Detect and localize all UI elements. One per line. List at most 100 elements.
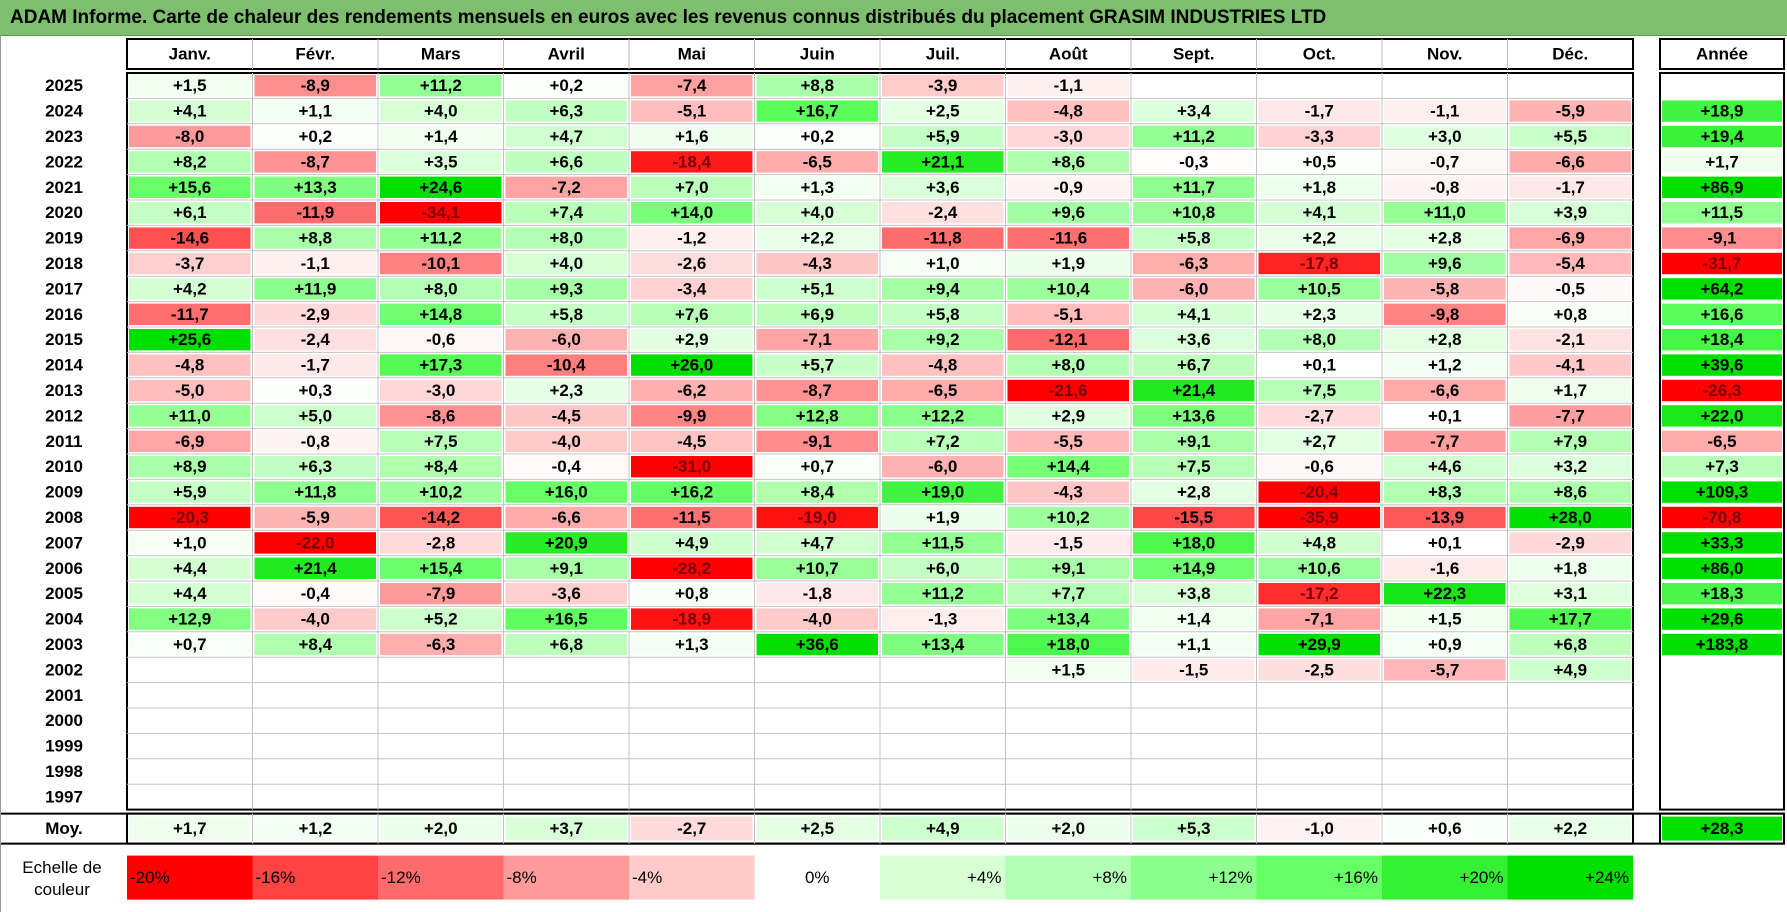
heat-cell	[1384, 659, 1506, 681]
heat-cell-value: -1,5	[1179, 660, 1208, 679]
heat-cell-value: -3,0	[1054, 127, 1083, 146]
heat-cell	[1258, 608, 1380, 630]
heat-cell	[1007, 405, 1129, 427]
average-cell	[254, 816, 376, 841]
average-cell-value: +2,2	[1553, 819, 1587, 838]
heat-cell-value: -1,7	[301, 356, 330, 375]
heat-cell	[129, 75, 251, 97]
heat-cell-value: +5,8	[926, 305, 960, 324]
heat-cell	[505, 329, 627, 351]
heat-cell	[254, 481, 376, 503]
heat-cell-value: +16,2	[670, 483, 713, 502]
annual-cell-value: +86,9	[1700, 178, 1743, 197]
heat-cell	[1384, 278, 1506, 300]
heat-cell-value: +26,0	[670, 356, 713, 375]
annual-cell-value: -31,7	[1703, 254, 1742, 273]
heat-cell-value: +0,8	[675, 584, 709, 603]
heat-cell	[1007, 75, 1129, 97]
color-scale-swatch	[1256, 855, 1382, 900]
heat-cell	[254, 633, 376, 656]
heat-cell	[254, 75, 376, 97]
heat-cell-value: -4,8	[175, 356, 204, 375]
annual-cell-value: +29,6	[1700, 610, 1743, 629]
heat-cell-value: +20,9	[545, 533, 588, 552]
heat-cell-value: +28,0	[1549, 508, 1592, 527]
heat-cell	[1007, 202, 1129, 224]
heat-cell	[882, 532, 1004, 554]
heat-cell-value: +16,0	[545, 483, 588, 502]
heat-cell	[1384, 329, 1506, 351]
heat-cell-value: +11,2	[420, 76, 462, 95]
heat-cell-value: +15,6	[168, 178, 211, 197]
heat-cell-value: +25,6	[168, 330, 211, 349]
average-cell-value: -2,7	[677, 819, 706, 838]
heat-cell	[129, 100, 251, 122]
heat-cell-value: -31,0	[672, 457, 711, 476]
heat-cell-value: -2,8	[426, 533, 455, 552]
heat-cell	[254, 303, 376, 325]
heat-cell	[1384, 379, 1506, 402]
heat-cell-value: -3,6	[552, 584, 581, 603]
heat-cell	[505, 506, 627, 529]
heat-cell	[1384, 557, 1506, 579]
heat-cell-value: +9,4	[926, 279, 960, 298]
color-scale-stop-label: -4%	[632, 868, 662, 887]
heat-cell-value: +2,2	[1302, 229, 1336, 248]
color-scale-swatch	[754, 855, 880, 900]
heat-cell-value: -22,0	[296, 533, 335, 552]
heat-cell-value: +16,7	[796, 102, 839, 121]
average-annual-value: +28,3	[1700, 819, 1743, 838]
heat-cell	[1384, 202, 1506, 224]
heat-cell-value: +4,8	[1302, 533, 1336, 552]
annual-cell-value: +18,9	[1700, 102, 1743, 121]
heat-cell-value: +5,8	[549, 305, 583, 324]
heat-cell	[631, 481, 753, 503]
heat-cell-value: -1,6	[1430, 559, 1459, 578]
heat-cell	[631, 202, 753, 224]
heat-cell	[1133, 354, 1255, 376]
heat-cell-value: +11,9	[294, 279, 336, 298]
heat-cell	[505, 125, 627, 148]
heat-cell	[1384, 252, 1506, 275]
heat-cell	[1007, 456, 1129, 478]
heat-cell	[1258, 506, 1380, 529]
heat-cell	[129, 202, 251, 224]
heat-cell	[505, 557, 627, 579]
heat-cell-value: +6,8	[1553, 635, 1587, 654]
year-label-2005: 2005	[45, 584, 83, 603]
heat-cell-value: +4,0	[549, 254, 583, 273]
annual-cell	[1662, 202, 1782, 224]
heat-cell-value: -1,1	[301, 254, 330, 273]
annual-cell-value: +33,3	[1700, 533, 1743, 552]
heat-cell-value: +2,9	[675, 330, 709, 349]
heat-cell-value: +0,2	[549, 76, 583, 95]
heat-cell-value: +11,7	[1173, 178, 1215, 197]
heat-cell-value: -6,3	[1179, 254, 1208, 273]
heat-cell-value: +10,2	[419, 483, 462, 502]
annual-cell	[1662, 379, 1782, 402]
heat-cell-value: +4,1	[1177, 305, 1211, 324]
month-header-1: Janv.	[169, 45, 211, 64]
heat-cell	[1007, 252, 1129, 275]
annual-cell-value: +18,4	[1700, 330, 1744, 349]
heat-cell-value: -11,9	[296, 203, 334, 222]
heat-cell	[1007, 151, 1129, 173]
heat-cell	[380, 125, 502, 148]
heat-cell-value: +8,9	[173, 457, 207, 476]
year-label-2022: 2022	[45, 152, 83, 171]
heat-cell-value: +1,1	[1177, 635, 1211, 654]
heat-cell-value: -18,9	[672, 610, 711, 629]
heat-cell	[1384, 227, 1506, 249]
heat-cell	[1133, 557, 1255, 579]
heat-cell-value: -4,0	[552, 432, 581, 451]
heat-cell-value: -7,7	[1556, 406, 1585, 425]
heat-cell	[1133, 379, 1255, 402]
heat-cell	[882, 252, 1004, 275]
average-cell	[1384, 816, 1506, 841]
heat-cell	[254, 202, 376, 224]
heat-cell	[129, 583, 251, 605]
heat-cell	[1509, 405, 1631, 427]
heat-cell	[505, 100, 627, 122]
heat-cell-value: +5,7	[800, 356, 834, 375]
heat-cell	[1509, 202, 1631, 224]
